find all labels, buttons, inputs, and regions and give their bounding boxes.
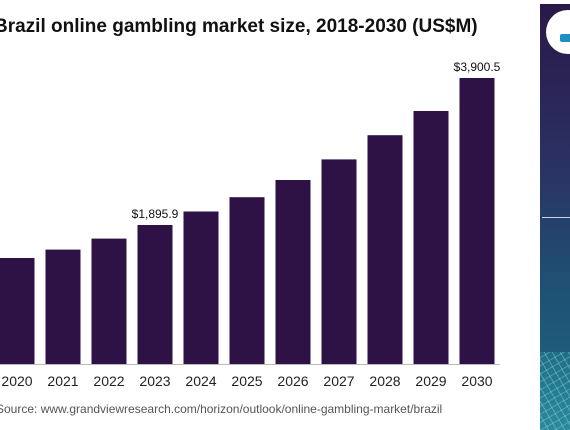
bar-2025 bbox=[229, 197, 265, 364]
x-tick-label-2026: 2026 bbox=[277, 373, 308, 389]
source-text[interactable]: Source: www.grandviewresearch.com/horizo… bbox=[0, 402, 443, 416]
mesh-graphic bbox=[540, 352, 570, 430]
chart-title: Brazil online gambling market size, 2018… bbox=[0, 16, 478, 37]
side-panel bbox=[540, 4, 570, 430]
bar-2030 bbox=[459, 78, 495, 364]
x-tick-label-2022: 2022 bbox=[93, 373, 124, 389]
bar-2022 bbox=[91, 238, 127, 364]
bar-2029 bbox=[413, 111, 449, 364]
logo-icon bbox=[546, 10, 570, 54]
x-tick-label-2028: 2028 bbox=[369, 373, 400, 389]
data-label-2030: $3,900.5 bbox=[454, 60, 501, 74]
data-label-2023: $1,895.9 bbox=[132, 207, 179, 221]
logo-mark bbox=[560, 34, 570, 42]
x-tick-label-2020: 2020 bbox=[1, 373, 32, 389]
bar-2028 bbox=[367, 135, 403, 364]
x-tick-label-2029: 2029 bbox=[415, 373, 446, 389]
x-tick-label-2021: 2021 bbox=[47, 373, 78, 389]
x-tick-label-2030: 2030 bbox=[461, 373, 492, 389]
x-tick-label-2027: 2027 bbox=[323, 373, 354, 389]
x-tick-label-2025: 2025 bbox=[231, 373, 262, 389]
x-tick-label-2024: 2024 bbox=[185, 373, 216, 389]
bar-2024 bbox=[183, 211, 219, 364]
side-divider bbox=[542, 217, 570, 218]
bar-2026 bbox=[275, 180, 311, 364]
x-tick-label-2023: 2023 bbox=[139, 373, 170, 389]
bar-2021 bbox=[45, 249, 81, 364]
bar-2023 bbox=[137, 225, 173, 364]
bar-2020 bbox=[0, 258, 35, 364]
bar-2027 bbox=[321, 159, 357, 364]
